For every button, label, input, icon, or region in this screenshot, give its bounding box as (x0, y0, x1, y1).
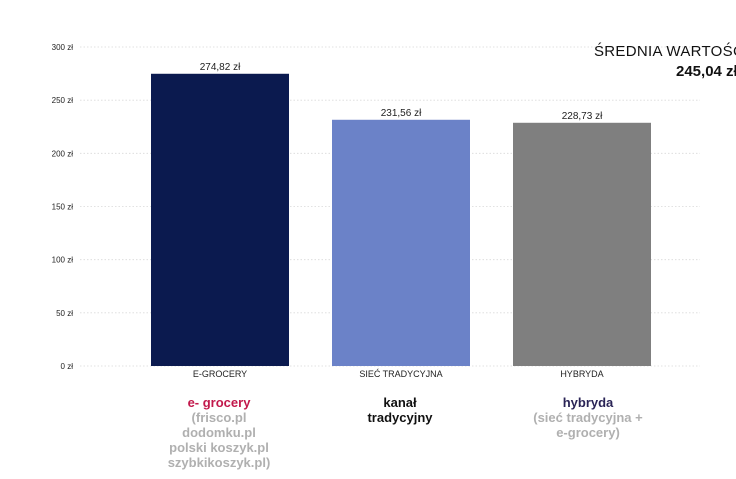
channel-desc-line: szybkikoszyk.pl) (167, 455, 271, 470)
y-tick-label: 0 zł (61, 362, 74, 371)
data-label: 228,73 zł (562, 111, 603, 122)
data-label: 231,56 zł (381, 108, 422, 119)
x-category-label: E-GROCERY (193, 369, 247, 379)
channel-e-grocery: e- grocery (frisco.pl dodomku.pl polski … (134, 395, 304, 470)
channel-traditional: kanał tradycyjny (315, 395, 485, 425)
y-tick-label: 150 zł (52, 203, 74, 212)
y-tick-label: 200 zł (52, 149, 74, 158)
y-tick-label: 300 zł (52, 43, 74, 52)
bar (151, 73, 289, 367)
channel-title: e- grocery (187, 395, 251, 410)
bar (513, 122, 651, 366)
average-value: 245,04 zł (676, 63, 736, 80)
data-label: 274,82 zł (200, 62, 241, 73)
data-labels: 274,82 zł 231,56 zł 228,73 zł (200, 62, 603, 122)
channel-desc-line: e-grocery) (556, 425, 620, 440)
bar (332, 119, 470, 366)
x-category-label: HYBRYDA (560, 369, 603, 379)
channel-title: tradycyjny (367, 410, 433, 425)
channel-title: hybryda (562, 395, 614, 410)
category-labels: E-GROCERY SIEĆ TRADYCYJNA HYBRYDA (193, 369, 604, 379)
channel-desc-line: (sieć tradycyjna + (533, 410, 643, 425)
channel-desc-line: dodomku.pl (182, 425, 256, 440)
y-axis: 0 zł 50 zł 100 zł 150 zł 200 zł 250 zł 300 zł (52, 43, 74, 371)
bars (151, 73, 651, 367)
average-title: ŚREDNIA WARTOŚĆ (594, 43, 736, 60)
y-tick-label: 250 zł (52, 96, 74, 105)
y-tick-label: 50 zł (56, 309, 73, 318)
channel-title: kanał (383, 395, 417, 410)
channel-desc-line: (frisco.pl (191, 410, 247, 425)
channel-hybrid: hybryda (sieć tradycyjna + e-grocery) (503, 395, 673, 440)
y-tick-label: 100 zł (52, 256, 74, 265)
channel-desc-line: polski koszyk.pl (169, 440, 269, 455)
x-category-label: SIEĆ TRADYCYJNA (359, 369, 442, 379)
